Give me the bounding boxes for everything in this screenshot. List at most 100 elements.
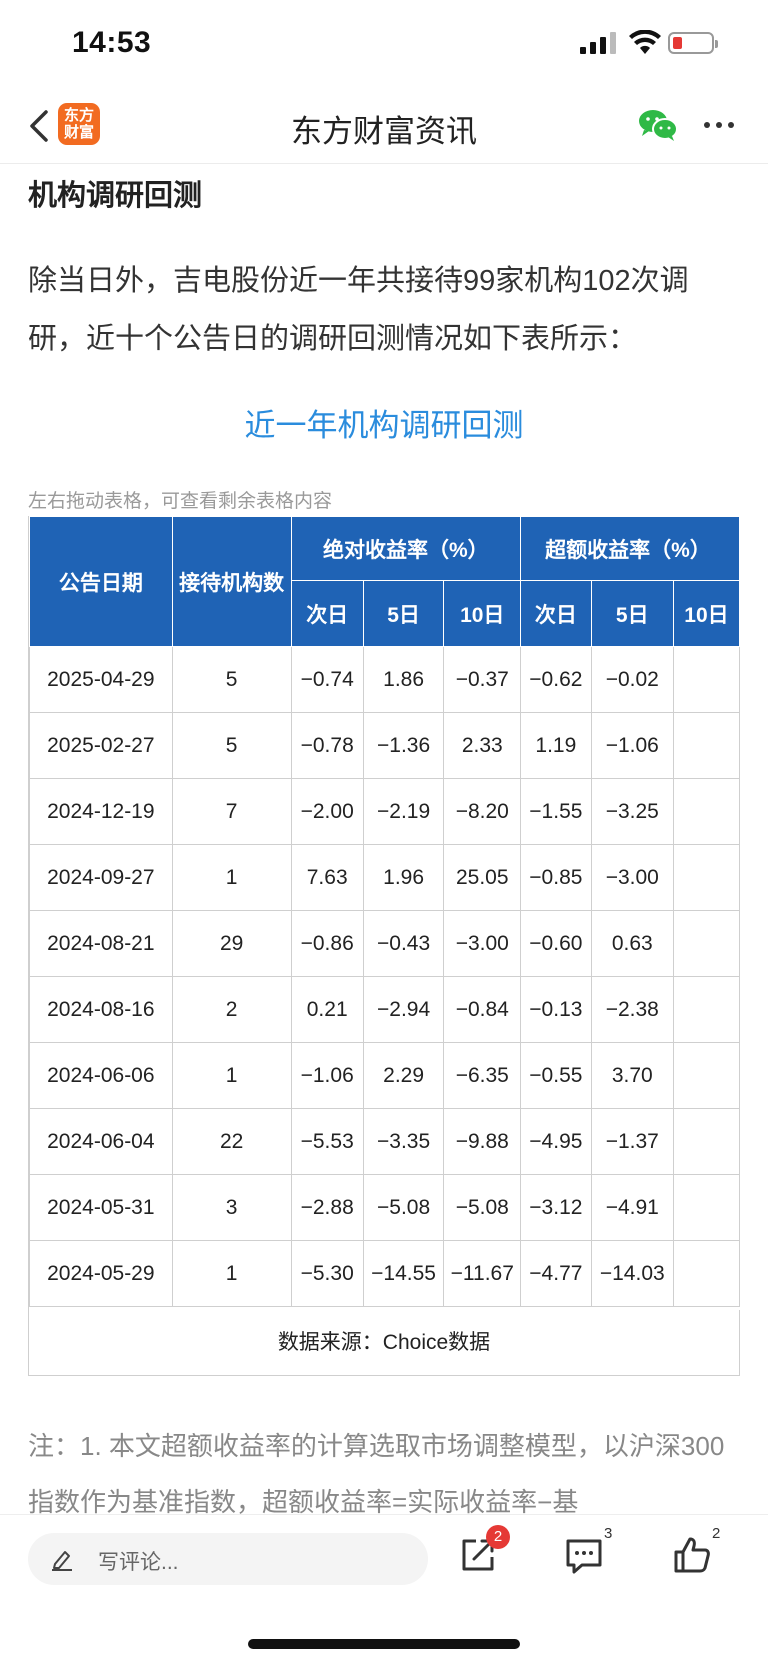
table-cell: −9.88 xyxy=(443,1108,522,1175)
wechat-icon[interactable] xyxy=(638,108,678,142)
battery-icon xyxy=(668,32,718,54)
comment-input[interactable]: 写评论... xyxy=(28,1533,428,1585)
table-cell-clipped xyxy=(672,1240,740,1307)
logo-line-1: 东方 xyxy=(63,107,94,124)
table-cell: −2.88 xyxy=(290,1174,364,1241)
table-cell: −5.53 xyxy=(290,1108,364,1175)
table-row: 2024-12-19 7 −2.00 −2.19 −8.20 −1.55 −3.25 xyxy=(29,778,740,845)
table-cell: 2024-08-16 xyxy=(29,976,173,1043)
comments-button[interactable]: 3 xyxy=(564,1525,612,1579)
nav-bar: 东方 财富 东方财富资讯 xyxy=(0,88,768,164)
table-row: 2025-02-27 5 −0.78 −1.36 2.33 1.19 −1.06 xyxy=(29,712,740,779)
data-source: 数据来源：Choice数据 xyxy=(28,1310,740,1376)
table-row: 2024-09-27 1 7.63 1.96 25.05 −0.85 −3.00 xyxy=(29,844,740,911)
table-cell: −2.19 xyxy=(362,778,445,845)
table-cell: −14.03 xyxy=(590,1240,674,1307)
comment-bubble-icon xyxy=(566,1539,602,1574)
table-cell: −5.30 xyxy=(290,1240,364,1307)
table-cell: 2024-06-06 xyxy=(29,1042,173,1109)
table-cell: 1 xyxy=(171,844,292,911)
table-cell: −0.62 xyxy=(520,646,592,713)
table-cell: −2.38 xyxy=(590,976,674,1043)
table-cell: 2024-09-27 xyxy=(29,844,173,911)
table-row: 2024-08-21 29 −0.86 −0.43 −3.00 −0.60 0.63 xyxy=(29,910,740,977)
table-cell: 0.63 xyxy=(590,910,674,977)
back-arrow-icon[interactable] xyxy=(26,108,54,144)
table-cell: −0.55 xyxy=(520,1042,592,1109)
table-cell: −0.02 xyxy=(590,646,674,713)
table-cell: 1.19 xyxy=(520,712,592,779)
table-cell: 2.33 xyxy=(443,712,522,779)
table-cell: 2024-05-29 xyxy=(29,1240,173,1307)
table-cell: −0.74 xyxy=(290,646,364,713)
table-cell: 2 xyxy=(171,976,292,1043)
scroll-hint: 左右拖动表格，可查看剩余表格内容 xyxy=(28,491,333,512)
intro-paragraph: 除当日外，吉电股份近一年共接待99家机构102次调研，近十个公告日的调研回测情况… xyxy=(28,265,689,355)
more-options-icon[interactable] xyxy=(704,122,736,130)
table-cell: −0.84 xyxy=(443,976,522,1043)
table-cell: −3.25 xyxy=(590,778,674,845)
eastmoney-logo: 东方 财富 xyxy=(58,103,100,145)
table-cell: −5.08 xyxy=(443,1174,522,1241)
header-abs-return: 绝对收益率（%） xyxy=(290,516,522,581)
logo-line-2: 财富 xyxy=(63,124,94,141)
table-cell: 5 xyxy=(171,712,292,779)
table-cell: −11.67 xyxy=(443,1240,522,1307)
table-cell: −1.06 xyxy=(290,1042,364,1109)
status-bar: 14:53 xyxy=(0,0,768,88)
table-cell: 3.70 xyxy=(590,1042,674,1109)
table-cell: −8.20 xyxy=(443,778,522,845)
thumbs-up-icon xyxy=(674,1537,710,1573)
table-cell: −2.00 xyxy=(290,778,364,845)
table-cell: −3.35 xyxy=(362,1108,445,1175)
like-count: 2 xyxy=(712,1525,721,1542)
table-row: 2024-06-04 22 −5.53 −3.35 −9.88 −4.95 −1.37 xyxy=(29,1108,740,1175)
table-cell: 2024-05-31 xyxy=(29,1174,173,1241)
table-cell: 7.63 xyxy=(290,844,364,911)
table-cell: −1.06 xyxy=(590,712,674,779)
cellular-signal-icon xyxy=(580,32,616,54)
table-cell-clipped xyxy=(672,976,740,1043)
table-cell-clipped xyxy=(672,646,740,713)
table-row: 2025-04-29 5 −0.74 1.86 −0.37 −0.62 −0.02 xyxy=(29,646,740,713)
table-cell: 29 xyxy=(171,910,292,977)
table-cell-clipped xyxy=(672,778,740,845)
like-button[interactable]: 2 xyxy=(672,1525,720,1579)
comment-placeholder: 写评论... xyxy=(98,1551,179,1574)
table-cell: −0.37 xyxy=(443,646,522,713)
table-cell: −3.12 xyxy=(520,1174,592,1241)
table-cell: 2.29 xyxy=(362,1042,445,1109)
header-excess-next-day: 次日 xyxy=(520,580,592,647)
table-cell: −0.86 xyxy=(290,910,364,977)
share-button[interactable]: 2 xyxy=(458,1525,510,1579)
table-cell: 3 xyxy=(171,1174,292,1241)
table-cell-clipped xyxy=(672,1174,740,1241)
table-cell: 2024-06-04 xyxy=(29,1108,173,1175)
table-cell: −0.13 xyxy=(520,976,592,1043)
wifi-icon xyxy=(629,30,661,54)
table-cell: 1.86 xyxy=(362,646,445,713)
header-abs-5-day: 5日 xyxy=(362,580,445,647)
table-cell-clipped xyxy=(672,1042,740,1109)
table-title: 近一年机构调研回测 xyxy=(244,408,524,443)
table-row: 2024-08-16 2 0.21 −2.94 −0.84 −0.13 −2.38 xyxy=(29,976,740,1043)
research-backtest-table[interactable]: 公告日期 接待机构数 绝对收益率（%） 超额收益率（%） 次日 5日 10日 次… xyxy=(28,516,740,1376)
table-cell: −3.00 xyxy=(443,910,522,977)
table-cell: 5 xyxy=(171,646,292,713)
page-title: 东方财富资讯 xyxy=(291,114,477,149)
table-cell: −0.85 xyxy=(520,844,592,911)
table-row: 2024-05-29 1 −5.30 −14.55 −11.67 −4.77 −14.03 xyxy=(29,1240,740,1307)
table-row: 2024-06-06 1 −1.06 2.29 −6.35 −0.55 3.70 xyxy=(29,1042,740,1109)
table-cell: −4.91 xyxy=(590,1174,674,1241)
table-cell: −0.78 xyxy=(290,712,364,779)
header-excess-5-day: 5日 xyxy=(590,580,674,647)
table-cell: −1.36 xyxy=(362,712,445,779)
table-cell-clipped xyxy=(672,910,740,977)
table-cell: −1.55 xyxy=(520,778,592,845)
section-heading: 机构调研回测 xyxy=(28,180,203,212)
table-cell: 1 xyxy=(171,1042,292,1109)
table-cell: −4.77 xyxy=(520,1240,592,1307)
table-cell: 2025-04-29 xyxy=(29,646,173,713)
table-cell: 2024-12-19 xyxy=(29,778,173,845)
table-cell: 0.21 xyxy=(290,976,364,1043)
